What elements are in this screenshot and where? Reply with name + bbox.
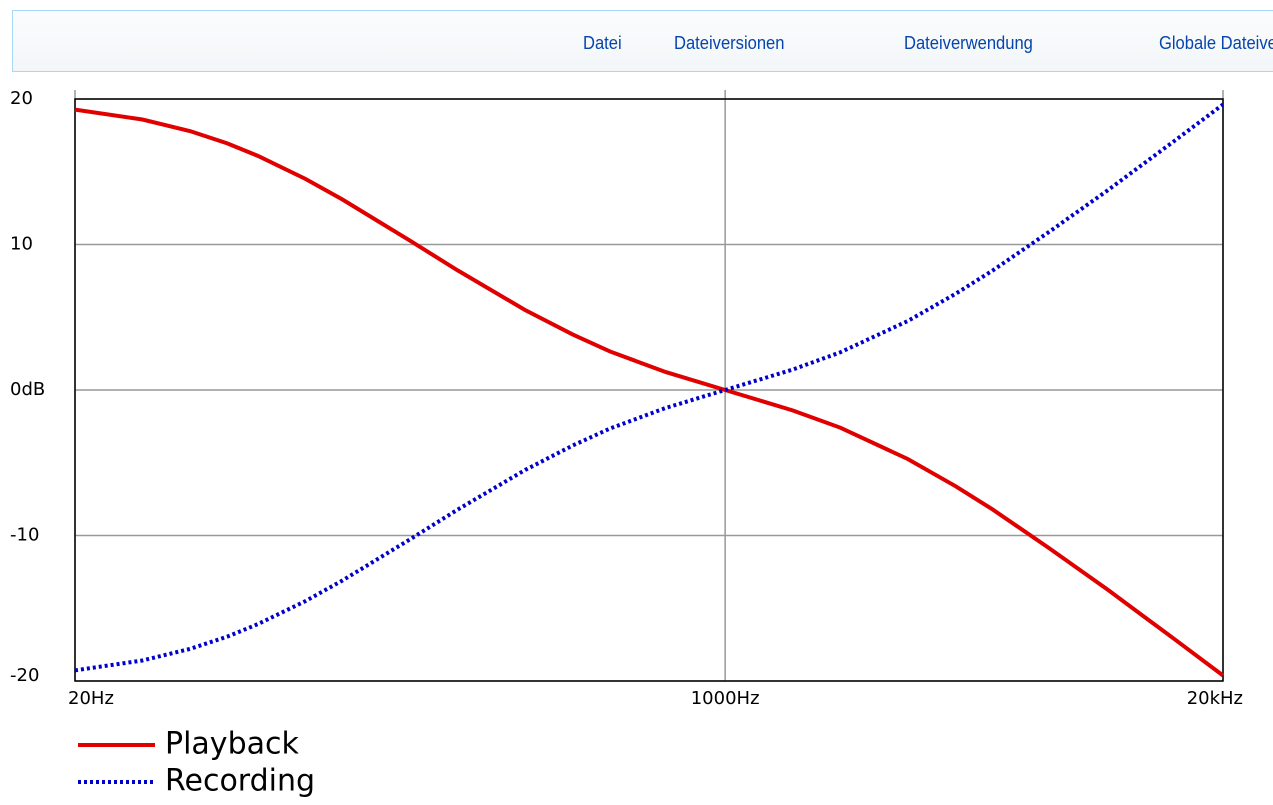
series-line (74, 107, 1225, 678)
x-tick-label: 20kHz (1187, 688, 1243, 709)
tab-bar: Datei Dateiversionen Dateiverwendung Glo… (12, 10, 1273, 72)
y-tick-label: 10 (10, 234, 33, 255)
x-tick-label: 1000Hz (691, 688, 760, 709)
legend-label: Recording (165, 764, 315, 799)
y-tick-label: 0dB (10, 379, 45, 400)
tab[interactable]: Globale Dateiverwendung (1159, 33, 1273, 53)
tab[interactable]: Dateiverwendung (904, 33, 1033, 53)
y-tick-label: 20 (10, 88, 33, 109)
series-line (74, 102, 1225, 673)
x-tick-label: 20Hz (68, 688, 114, 709)
tab[interactable]: Datei (583, 33, 622, 53)
tab[interactable]: Dateiversionen (674, 33, 785, 53)
legend-label: Playback (165, 727, 299, 762)
y-tick-label: -10 (10, 525, 39, 546)
y-tick-label: -20 (10, 665, 39, 686)
plot-frame (74, 98, 1224, 682)
